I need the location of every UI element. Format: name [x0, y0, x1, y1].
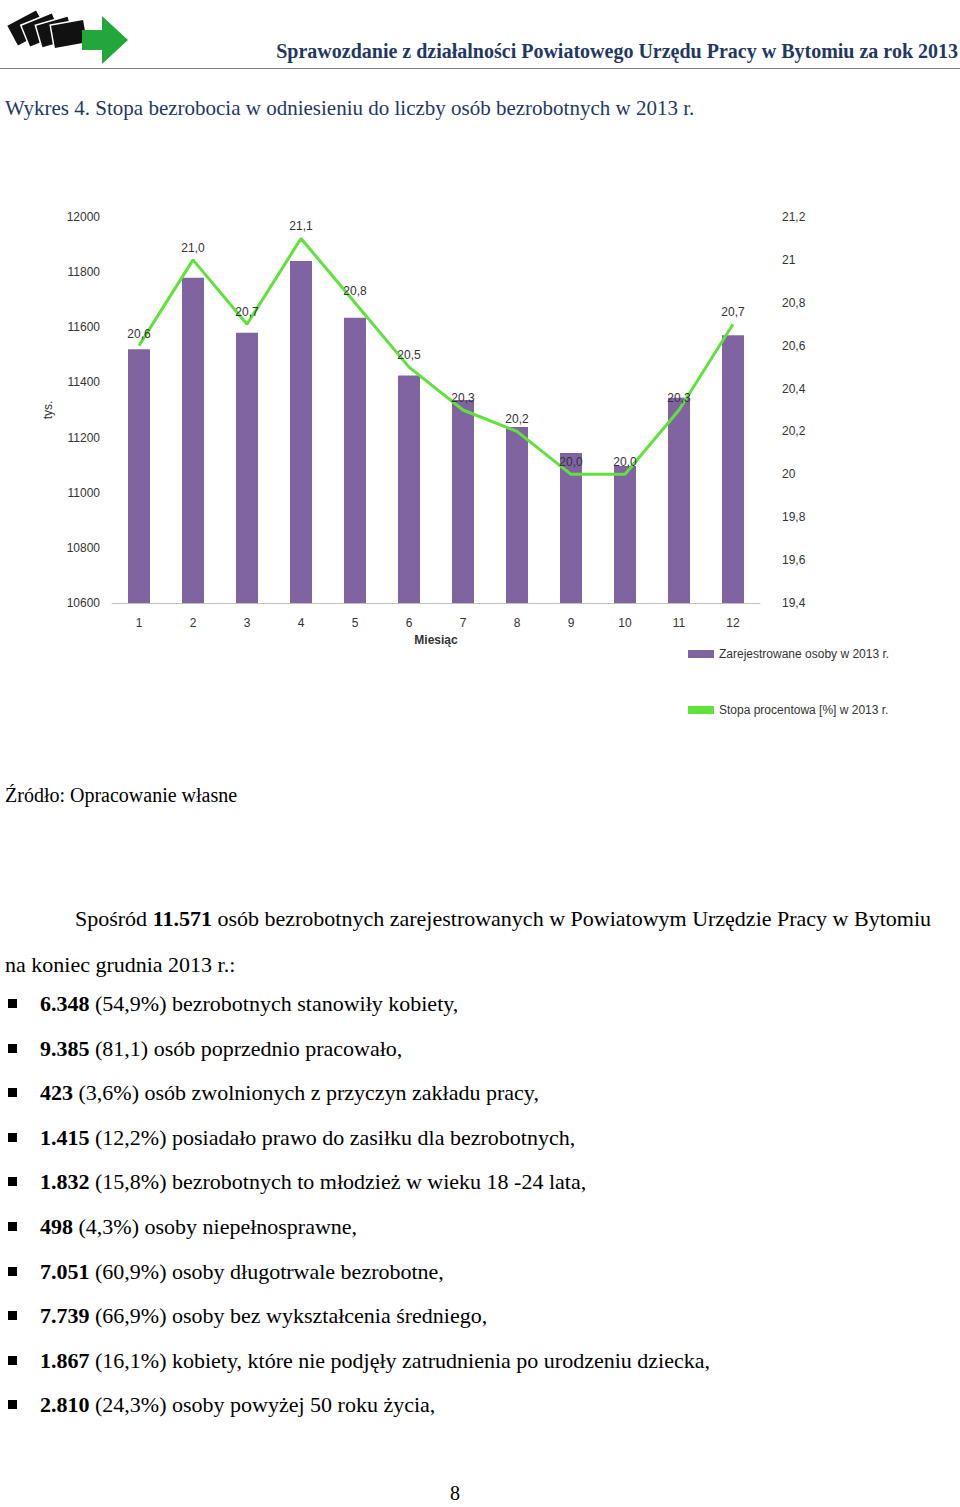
html-text:423 (3,6%) osób zwolnionych z: 423 (3,6%) osób zwolnionych z przyczyn z…: [40, 1080, 539, 1106]
svg-text:4: 4: [298, 616, 305, 630]
svg-text:20,8: 20,8: [343, 284, 367, 298]
svg-text:5: 5: [352, 616, 359, 630]
svg-text:19,6: 19,6: [782, 553, 806, 567]
svg-text:3: 3: [244, 616, 251, 630]
svg-text:20,3: 20,3: [667, 391, 691, 405]
html-text:7.739 (66,9%) osoby bez wykszt: 7.739 (66,9%) osoby bez wykształcenia śr…: [40, 1303, 488, 1329]
svg-text:11600: 11600: [68, 320, 101, 334]
svg-text:11: 11: [673, 616, 686, 630]
html-text:8: 8: [450, 1482, 460, 1504]
svg-text:20,0: 20,0: [559, 455, 583, 469]
svg-text:20,5: 20,5: [397, 348, 421, 362]
svg-text:21: 21: [782, 253, 796, 267]
svg-text:10600: 10600: [67, 596, 101, 610]
html-text:6.348 (54,9%) bezrobotnych sta: 6.348 (54,9%) bezrobotnych stanowiły kob…: [40, 991, 459, 1016]
svg-text:20,8: 20,8: [782, 296, 806, 310]
svg-text:10: 10: [618, 616, 632, 630]
svg-text:20,6: 20,6: [127, 327, 151, 341]
svg-text:11800: 11800: [68, 265, 101, 279]
html-text:Wykres 4. Stopa bezrobocia w o: Wykres 4. Stopa bezrobocia w odniesieniu…: [5, 96, 695, 120]
html-text:9.385 (81,1) osób poprzednio p: 9.385 (81,1) osób poprzednio pracowało,: [40, 1035, 403, 1061]
svg-text:21,2: 21,2: [782, 210, 806, 224]
svg-text:Zarejestrowane osoby w 2013 r.: Zarejestrowane osoby w 2013 r.: [719, 647, 889, 661]
html-text:2.810 (24,3%) osoby powyżej 50: 2.810 (24,3%) osoby powyżej 50 roku życi…: [40, 1392, 436, 1418]
svg-text:20,0: 20,0: [613, 455, 637, 469]
svg-text:20,2: 20,2: [505, 412, 529, 426]
svg-text:Stopa procentowa [%] w 2013 r.: Stopa procentowa [%] w 2013 r.: [719, 703, 888, 717]
svg-text:11200: 11200: [68, 431, 101, 445]
svg-text:19,4: 19,4: [782, 596, 806, 610]
html-text:1.832 (15,8%) bezrobotnych to: 1.832 (15,8%) bezrobotnych to młodzież w…: [40, 1169, 587, 1195]
svg-text:11000: 11000: [68, 486, 101, 500]
html-text:Spośród 11.571 osób bezrobotny: Spośród 11.571 osób bezrobotnych zarejes…: [5, 906, 931, 977]
svg-text:11400: 11400: [68, 375, 101, 389]
svg-text:8: 8: [514, 616, 521, 630]
html-text:Sprawozdanie z działalności Po: Sprawozdanie z działalności Powiatowego …: [276, 40, 958, 62]
svg-text:21,1: 21,1: [289, 219, 313, 233]
svg-text:20,7: 20,7: [721, 305, 745, 319]
svg-text:21,0: 21,0: [181, 241, 205, 255]
html-text:1.867 (16,1%) kobiety, które n: 1.867 (16,1%) kobiety, które nie podjęły…: [40, 1347, 710, 1373]
svg-text:Miesiąc: Miesiąc: [414, 633, 458, 647]
svg-text:19,8: 19,8: [782, 510, 806, 524]
svg-text:20,3: 20,3: [451, 391, 475, 405]
svg-text:20,6: 20,6: [782, 339, 806, 353]
html-text:7.051 (60,9%) osoby długotrwal: 7.051 (60,9%) osoby długotrwale bezrobot…: [40, 1258, 444, 1284]
svg-text:20,2: 20,2: [782, 424, 806, 438]
svg-text:6: 6: [406, 616, 413, 630]
svg-text:7: 7: [460, 616, 467, 630]
svg-text:20,4: 20,4: [782, 382, 806, 396]
svg-text:12000: 12000: [67, 210, 101, 224]
svg-text:1: 1: [136, 616, 143, 630]
svg-text:20,7: 20,7: [235, 305, 259, 319]
html-text:498 (4,3%) osoby niepełnospraw: 498 (4,3%) osoby niepełnosprawne,: [40, 1214, 358, 1239]
svg-text:20: 20: [782, 467, 796, 481]
svg-text:9: 9: [568, 616, 575, 630]
svg-text:tys.: tys.: [41, 401, 55, 420]
html-text:Źródło: Opracowanie własne: Źródło: Opracowanie własne: [5, 784, 238, 806]
svg-text:12: 12: [726, 616, 740, 630]
svg-text:2: 2: [190, 616, 197, 630]
html-text:1.415 (12,2%) posiadało prawo: 1.415 (12,2%) posiadało prawo do zasiłku…: [40, 1124, 576, 1150]
svg-text:10800: 10800: [67, 541, 101, 555]
